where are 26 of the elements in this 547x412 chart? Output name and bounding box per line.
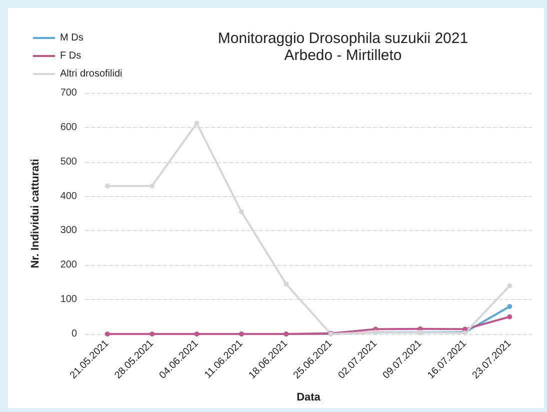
legend-label: M Ds (60, 32, 84, 44)
y-tick-label: 200 (60, 260, 78, 271)
point (194, 120, 200, 126)
chart-title: Monitoraggio Drosophila suzukii 2021 (218, 30, 468, 47)
point (104, 332, 110, 336)
point (507, 283, 512, 288)
y-tick-label: 100 (60, 294, 78, 306)
point (507, 304, 512, 309)
legend-label: F Ds (60, 50, 82, 62)
point (104, 183, 110, 188)
point (194, 332, 200, 336)
point (284, 282, 289, 287)
chart-subtitle: Arbedo - Mirtilleto (284, 47, 402, 64)
y-tick-label: 300 (60, 225, 78, 236)
y-tick-label: 700 (60, 88, 78, 98)
y-axis-title: Nr. Individui catturati (30, 158, 42, 268)
point (238, 209, 244, 214)
point (150, 183, 155, 188)
y-tick-label: 600 (60, 122, 78, 133)
point (507, 314, 512, 320)
y-tick-label: 0 (71, 328, 78, 340)
point (150, 332, 155, 336)
legend-label: Altri drosofilidi (60, 68, 122, 80)
y-tick-label: 500 (60, 156, 78, 168)
x-axis-title: Data (296, 392, 322, 404)
y-tick-label: 400 (60, 190, 78, 202)
